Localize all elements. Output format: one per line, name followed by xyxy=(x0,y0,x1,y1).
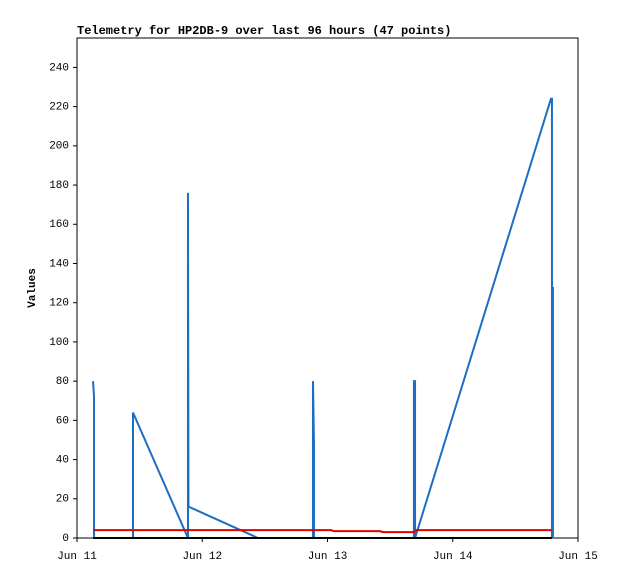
y-tick-label: 140 xyxy=(49,258,69,270)
series-line xyxy=(92,97,554,539)
x-tick-label: Jun 11 xyxy=(57,551,97,563)
x-tick-label: Jun 15 xyxy=(558,551,598,563)
y-tick-label: 100 xyxy=(49,337,69,349)
x-tick-label: Jun 12 xyxy=(182,551,222,563)
y-tick-label: 220 xyxy=(49,102,69,114)
y-tick-label: 0 xyxy=(62,533,69,545)
y-tick-label: 60 xyxy=(56,415,69,427)
y-tick-label: 20 xyxy=(56,494,69,506)
x-tick-label: Jun 13 xyxy=(308,551,348,563)
plot-frame xyxy=(76,37,579,539)
series-line xyxy=(93,529,552,534)
y-tick-label: 200 xyxy=(49,141,69,153)
chart-title: Telemetry for HP2DB-9 over last 96 hours… xyxy=(77,24,451,38)
y-tick-label: 240 xyxy=(49,62,69,74)
y-tick-label: 180 xyxy=(49,180,69,192)
y-tick-label: 80 xyxy=(56,376,69,388)
x-tick-label: Jun 14 xyxy=(433,551,473,563)
y-tick-label: 120 xyxy=(49,298,69,310)
y-tick-label: 160 xyxy=(49,219,69,231)
y-tick-label: 40 xyxy=(56,454,69,466)
y-axis-label: Values xyxy=(27,268,39,308)
